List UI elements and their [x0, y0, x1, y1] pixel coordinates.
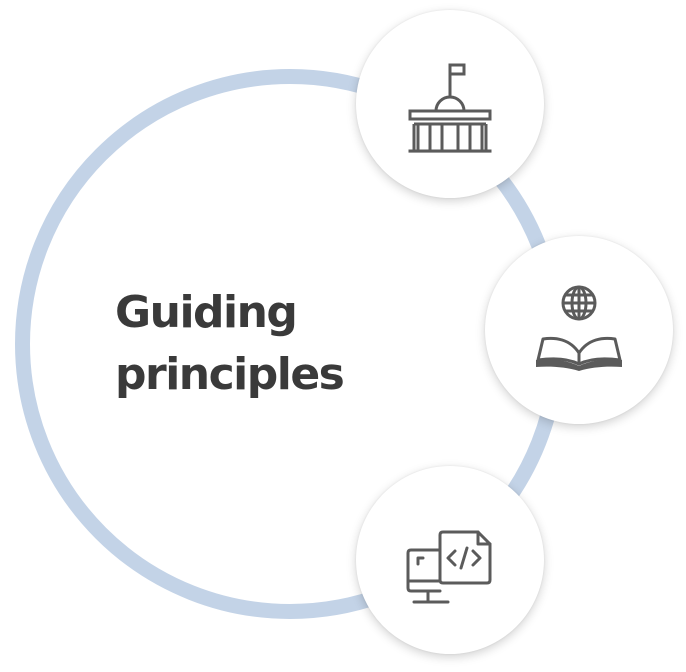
principle-badge-technology: [356, 466, 544, 654]
page-title: Guiding principles: [115, 282, 345, 406]
open-book-globe-icon: [536, 285, 622, 371]
principle-badge-knowledge: [485, 236, 673, 424]
government-building-icon: [408, 63, 492, 153]
title-line-2: principles: [115, 349, 345, 400]
code-devices-icon: [406, 530, 492, 604]
principle-badge-government: [356, 10, 544, 198]
title-line-1: Guiding: [115, 287, 298, 338]
